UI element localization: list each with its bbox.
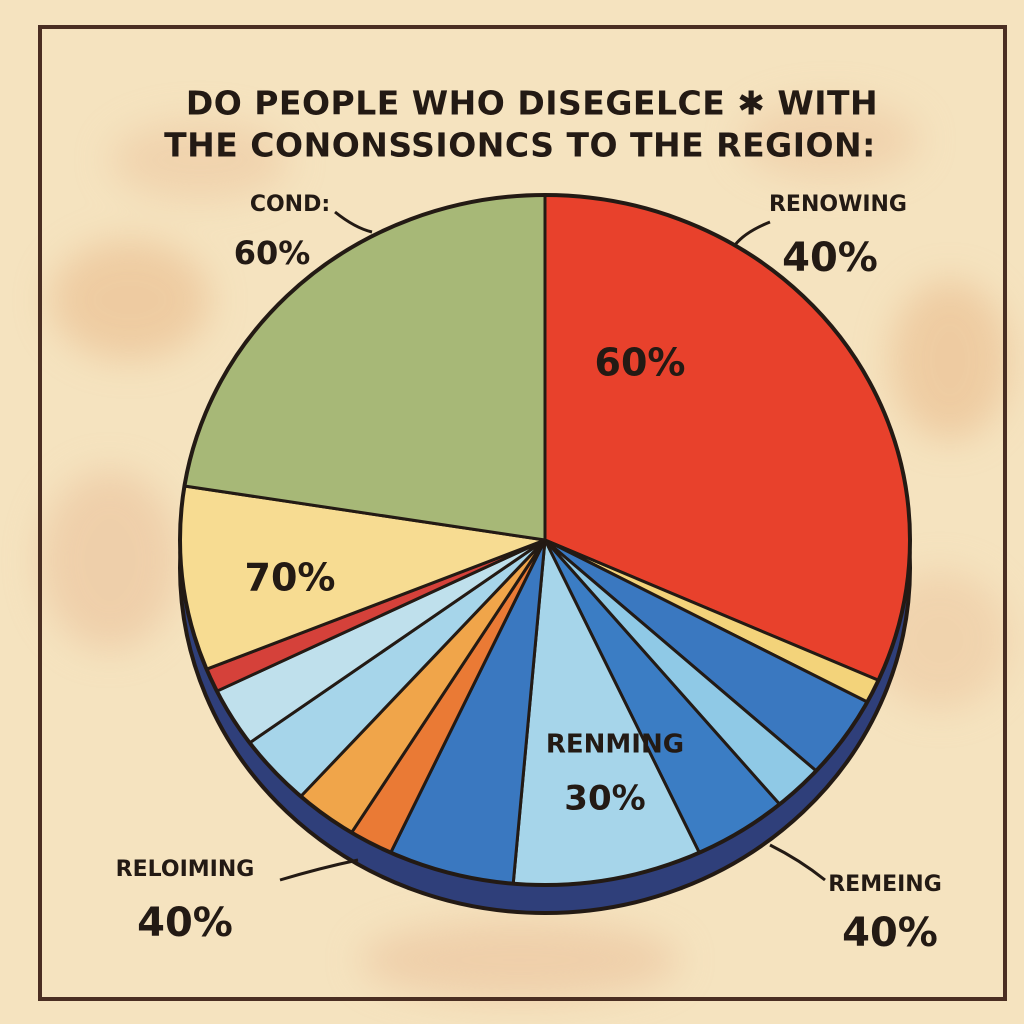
background-blots xyxy=(40,100,1010,1000)
callout-name: RELOIMING xyxy=(116,857,255,882)
callout-name: REMEING xyxy=(828,872,942,897)
leader-line xyxy=(279,858,359,882)
slice-label: 30% xyxy=(564,779,645,819)
title-line: THE CONONSSIONCS TO THE REGION: xyxy=(164,126,876,165)
slice-label-name: RENMING xyxy=(546,730,684,760)
callout-name: RENOWING xyxy=(769,192,907,217)
leader-line xyxy=(733,220,771,246)
title-line: DO PEOPLE WHO DISEGELCE ✱ WITH xyxy=(186,84,878,123)
frame xyxy=(38,25,1007,1001)
slice-label: 70% xyxy=(245,556,336,600)
leader-line xyxy=(769,843,826,882)
slice-label: 60% xyxy=(595,341,686,385)
callout-value: 40% xyxy=(842,910,938,956)
callout-value: 40% xyxy=(137,900,233,946)
callout-value: 60% xyxy=(234,234,311,272)
callout-name: COND: xyxy=(250,192,330,217)
leader-lines xyxy=(279,210,826,882)
callout-value: 40% xyxy=(782,235,878,281)
pie xyxy=(178,193,912,915)
leader-line xyxy=(334,210,373,234)
pie-outline xyxy=(178,193,912,887)
